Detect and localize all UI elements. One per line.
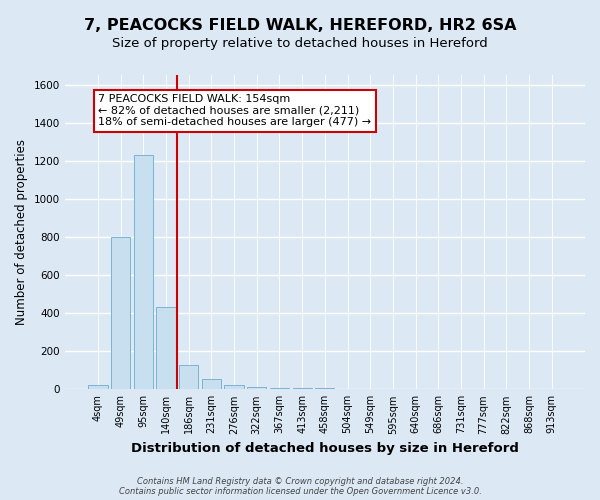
Bar	[179, 364, 199, 390]
Text: 7, PEACOCKS FIELD WALK, HEREFORD, HR2 6SA: 7, PEACOCKS FIELD WALK, HEREFORD, HR2 6S…	[84, 18, 516, 32]
Bar	[157, 308, 176, 390]
Text: Size of property relative to detached houses in Hereford: Size of property relative to detached ho…	[112, 38, 488, 51]
X-axis label: Distribution of detached houses by size in Hereford: Distribution of detached houses by size …	[131, 442, 519, 455]
Bar	[202, 379, 221, 390]
Text: Contains HM Land Registry data © Crown copyright and database right 2024.: Contains HM Land Registry data © Crown c…	[137, 477, 463, 486]
Bar	[88, 384, 107, 390]
Bar	[224, 386, 244, 390]
Bar	[134, 155, 153, 390]
Bar	[247, 387, 266, 390]
Text: 7 PEACOCKS FIELD WALK: 154sqm
← 82% of detached houses are smaller (2,211)
18% o: 7 PEACOCKS FIELD WALK: 154sqm ← 82% of d…	[98, 94, 371, 127]
Bar	[315, 388, 334, 390]
Text: Contains public sector information licensed under the Open Government Licence v3: Contains public sector information licen…	[119, 487, 481, 496]
Y-axis label: Number of detached properties: Number of detached properties	[15, 139, 28, 325]
Bar	[293, 388, 312, 390]
Bar	[270, 388, 289, 390]
Bar	[111, 237, 130, 390]
